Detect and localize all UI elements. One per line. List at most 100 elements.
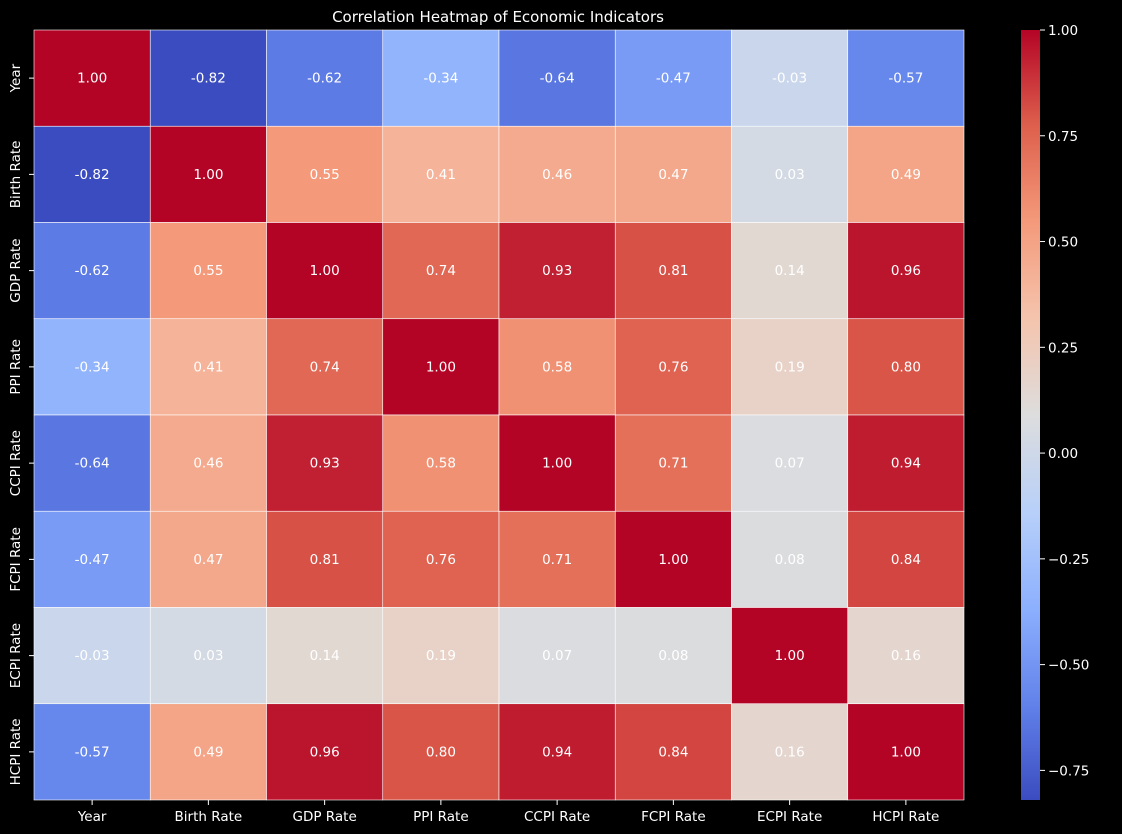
cell-value-label: 0.76 xyxy=(658,359,688,375)
x-tick-label: PPI Rate xyxy=(413,809,469,825)
heatmap-cell xyxy=(847,29,965,127)
heatmap-cell xyxy=(498,222,616,320)
heatmap-cell xyxy=(33,510,151,608)
cell-value-label: 0.03 xyxy=(193,648,223,664)
cell-value-label: 0.47 xyxy=(658,167,688,183)
heatmap-cell xyxy=(149,222,267,320)
colorbar-tick-label: 0.00 xyxy=(1048,446,1078,462)
cell-value-label: 0.81 xyxy=(658,263,688,279)
cell-value-label: 0.49 xyxy=(891,167,921,183)
x-tick-label: ECPI Rate xyxy=(757,809,822,825)
colorbar-tick-label: 1.00 xyxy=(1048,23,1078,39)
heatmap-cell xyxy=(731,29,849,127)
heatmap-cell xyxy=(847,125,965,223)
cell-value-label: 0.47 xyxy=(193,552,223,568)
heatmap-cell xyxy=(731,222,849,320)
heatmap-cell xyxy=(266,510,384,608)
cell-value-label: -0.64 xyxy=(540,71,575,87)
heatmap-cell xyxy=(731,125,849,223)
heatmap-cell xyxy=(33,703,151,801)
cell-value-label: 0.16 xyxy=(891,648,921,664)
cell-value-label: 0.58 xyxy=(542,359,572,375)
y-tick-label: FCPI Rate xyxy=(8,527,24,592)
cell-value-label: 0.16 xyxy=(775,744,805,760)
cell-value-label: 0.84 xyxy=(658,744,688,760)
x-tick-label: Year xyxy=(77,809,107,825)
cell-value-label: 0.94 xyxy=(891,456,921,472)
heatmap-cell xyxy=(266,607,384,705)
cell-value-label: 1.00 xyxy=(542,456,572,472)
colorbar: 1.00 0.75 0.50 0.25 0.00 −0.25 −0.50 −0.75 xyxy=(1021,23,1089,800)
cell-value-label: 0.08 xyxy=(658,648,688,664)
heatmap-cell xyxy=(498,510,616,608)
y-tick-label: GDP Rate xyxy=(8,239,24,303)
colorbar-tick-label: −0.50 xyxy=(1048,658,1089,674)
heatmap-cell xyxy=(33,222,151,320)
heatmap-cell xyxy=(847,414,965,512)
heatmap-cell xyxy=(149,510,267,608)
heatmap-cell xyxy=(847,510,965,608)
heatmap-cell xyxy=(847,222,965,320)
cell-value-label: 0.80 xyxy=(891,359,921,375)
cell-value-label: 0.93 xyxy=(310,456,340,472)
colorbar-gradient xyxy=(1021,30,1040,800)
x-tick-label: HCPI Rate xyxy=(872,809,939,825)
cell-value-label: 0.46 xyxy=(542,167,572,183)
heatmap-cell xyxy=(33,607,151,705)
cell-value-label: 0.80 xyxy=(426,744,456,760)
cell-value-label: 0.55 xyxy=(310,167,340,183)
colorbar-tick-label: −0.75 xyxy=(1048,763,1089,779)
heatmap-cells: 1.00 -0.82 -0.62 -0.34 -0.64 -0.47 -0.03 -0.57 -… xyxy=(33,29,965,801)
heatmap-cell xyxy=(614,125,732,223)
cell-value-label: 0.81 xyxy=(310,552,340,568)
cell-value-label: -0.34 xyxy=(423,71,458,87)
heatmap-cell xyxy=(33,318,151,416)
cell-value-label: 0.08 xyxy=(775,552,805,568)
y-tick-label: Year xyxy=(8,63,24,93)
cell-value-label: 0.41 xyxy=(193,359,223,375)
heatmap-cell xyxy=(498,607,616,705)
heatmap-cell xyxy=(149,607,267,705)
colorbar-tick-label: 0.75 xyxy=(1048,129,1078,145)
colorbar-tick-label: 0.25 xyxy=(1048,340,1078,356)
cell-value-label: 0.74 xyxy=(426,263,456,279)
y-tick-label: PPI Rate xyxy=(8,339,24,395)
y-tick-label: CCPI Rate xyxy=(8,430,24,496)
cell-value-label: 0.46 xyxy=(193,456,223,472)
cell-value-label: 1.00 xyxy=(775,648,805,664)
cell-value-label: 0.55 xyxy=(193,263,223,279)
cell-value-label: 0.14 xyxy=(775,263,805,279)
cell-value-label: -0.47 xyxy=(656,71,691,87)
x-tick-label: Birth Rate xyxy=(175,809,243,825)
cell-value-label: -0.57 xyxy=(888,71,923,87)
y-tick-label: HCPI Rate xyxy=(8,718,24,785)
cell-value-label: 0.94 xyxy=(542,744,572,760)
heatmap-cell xyxy=(498,414,616,512)
cell-value-label: 0.19 xyxy=(426,648,456,664)
heatmap-cell xyxy=(33,414,151,512)
heatmap-cell xyxy=(731,703,849,801)
chart-title: Correlation Heatmap of Economic Indicato… xyxy=(332,8,664,26)
cell-value-label: -0.47 xyxy=(75,552,110,568)
cell-value-label: -0.82 xyxy=(75,167,110,183)
heatmap-cell xyxy=(382,125,500,223)
heatmap-cell xyxy=(149,318,267,416)
cell-value-label: 0.93 xyxy=(542,263,572,279)
heatmap-cell xyxy=(614,510,732,608)
heatmap-cell xyxy=(149,125,267,223)
heatmap-cell xyxy=(731,318,849,416)
cell-value-label: 0.49 xyxy=(193,744,223,760)
cell-value-label: 0.84 xyxy=(891,552,921,568)
heatmap-cell xyxy=(614,607,732,705)
cell-value-label: -0.62 xyxy=(307,71,342,87)
heatmap-cell xyxy=(149,414,267,512)
colorbar-tick-label: 0.50 xyxy=(1048,235,1078,251)
heatmap-cell xyxy=(847,318,965,416)
cell-value-label: 0.07 xyxy=(775,456,805,472)
y-tick-label: ECPI Rate xyxy=(8,623,24,688)
cell-value-label: 0.96 xyxy=(891,263,921,279)
heatmap-cell xyxy=(498,318,616,416)
cell-value-label: -0.03 xyxy=(75,648,110,664)
cell-value-label: 0.19 xyxy=(775,359,805,375)
cell-value-label: 0.74 xyxy=(310,359,340,375)
